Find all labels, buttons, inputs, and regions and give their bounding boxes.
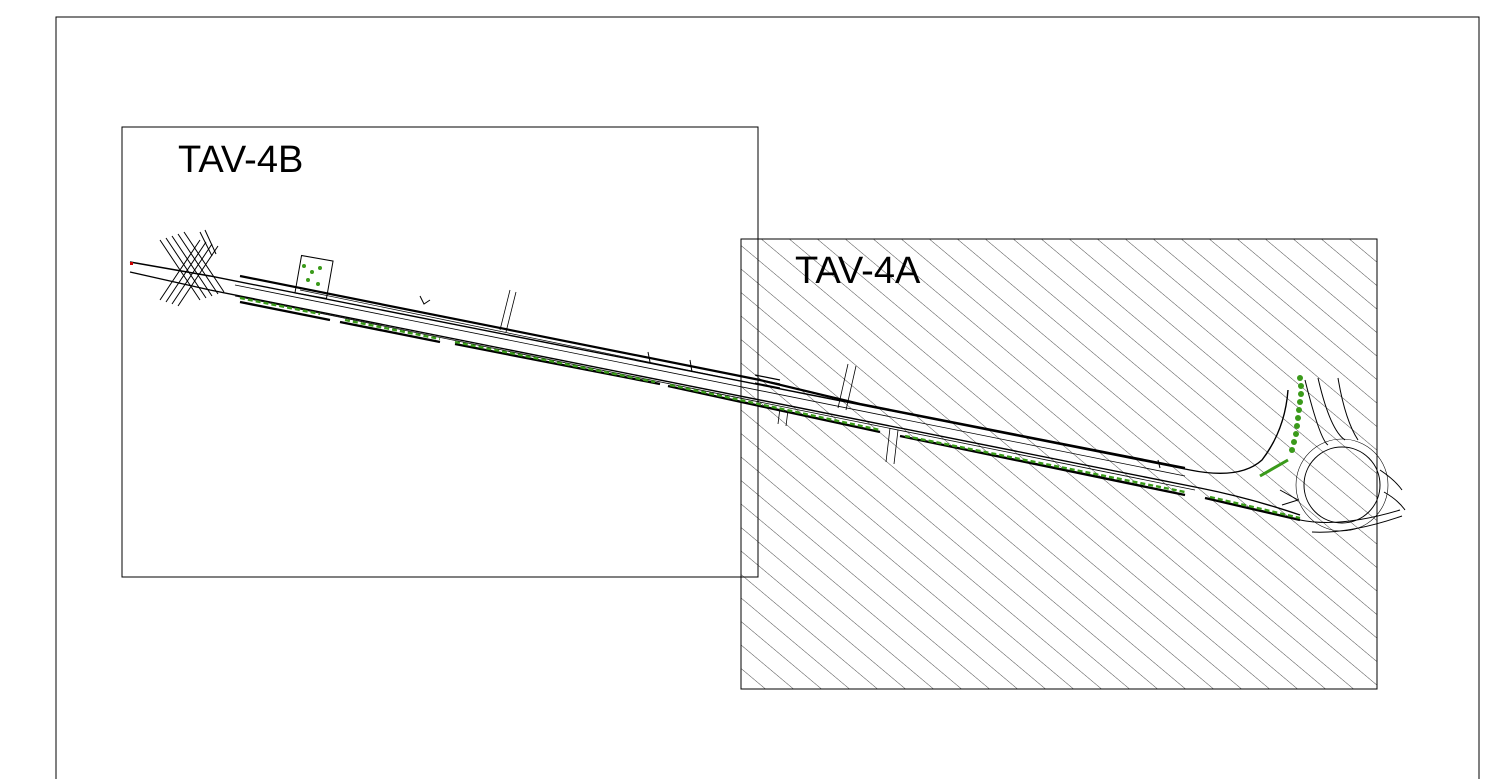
- vegetation: [239, 296, 1301, 520]
- notch-1: [419, 295, 431, 305]
- sidewalk-south: [239, 300, 1301, 522]
- road-edge-south: [129, 271, 1301, 516]
- drawing-frame: [55, 16, 1480, 779]
- parking-lot: [294, 254, 334, 300]
- tree-row-3: [454, 340, 656, 384]
- start-marker: [130, 262, 133, 265]
- side-street-2: [837, 363, 857, 411]
- sidewalk-north: [239, 274, 1186, 470]
- side-street-3: [885, 427, 899, 465]
- sheet-tav-4b-label: TAV-4B: [178, 139, 303, 181]
- tree-row-1: [239, 296, 321, 316]
- west-intersection: [159, 229, 225, 307]
- side-street-1: [499, 289, 517, 333]
- road-edge-inner-south: [234, 295, 1196, 491]
- sheet-tav-4a-label: TAV-4A: [795, 250, 921, 292]
- tree-row-2: [344, 318, 441, 341]
- sidewalk-north-2: [299, 289, 761, 386]
- tree-row-7: [1259, 458, 1289, 478]
- sheet-tav-4a-border: [740, 238, 1378, 690]
- roundabout: [1279, 377, 1406, 533]
- road-edge-north: [129, 261, 1289, 475]
- notch-3: [689, 359, 693, 373]
- notch-2: [647, 351, 651, 363]
- notch-4: [1157, 459, 1161, 469]
- road-edge-inner-north: [234, 284, 1186, 477]
- sheet-tav-4b-border: [121, 126, 759, 578]
- sheet-tav-4b: TAV-4B: [121, 126, 759, 578]
- crosswalk-mid: [754, 374, 781, 389]
- sheet-tav-4a: TAV-4A: [740, 238, 1378, 690]
- road-plan: [129, 229, 1406, 533]
- roundabout-trees: [302, 264, 1304, 453]
- side-street-4: [777, 407, 789, 427]
- tree-row-4: [669, 383, 881, 432]
